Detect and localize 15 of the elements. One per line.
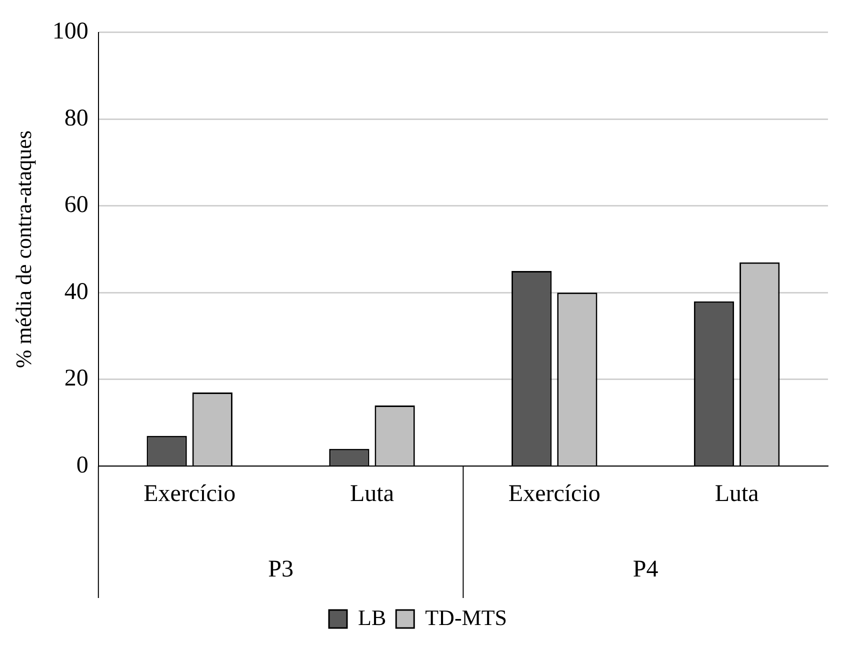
y-tick-label: 100 (52, 18, 88, 45)
y-tick-label: 0 (76, 452, 88, 478)
y-tick-label: 60 (64, 192, 88, 218)
y-tick-label: 80 (64, 105, 88, 132)
y-axis-title: % média de contra-ataques (10, 130, 36, 368)
x-tick-label: Luta (714, 480, 760, 507)
legend-label: LB (358, 604, 386, 630)
y-tick-label: 20 (64, 366, 88, 392)
x-tick-label: Luta (350, 480, 394, 507)
y-tick-label: 40 (64, 278, 88, 305)
x-tick-label: Exercício (508, 480, 600, 507)
text: P4 (632, 556, 658, 582)
text: P3 (268, 556, 294, 582)
legend-label: TD-MTS (425, 604, 508, 630)
x-tick-label: Exercício (144, 480, 236, 507)
